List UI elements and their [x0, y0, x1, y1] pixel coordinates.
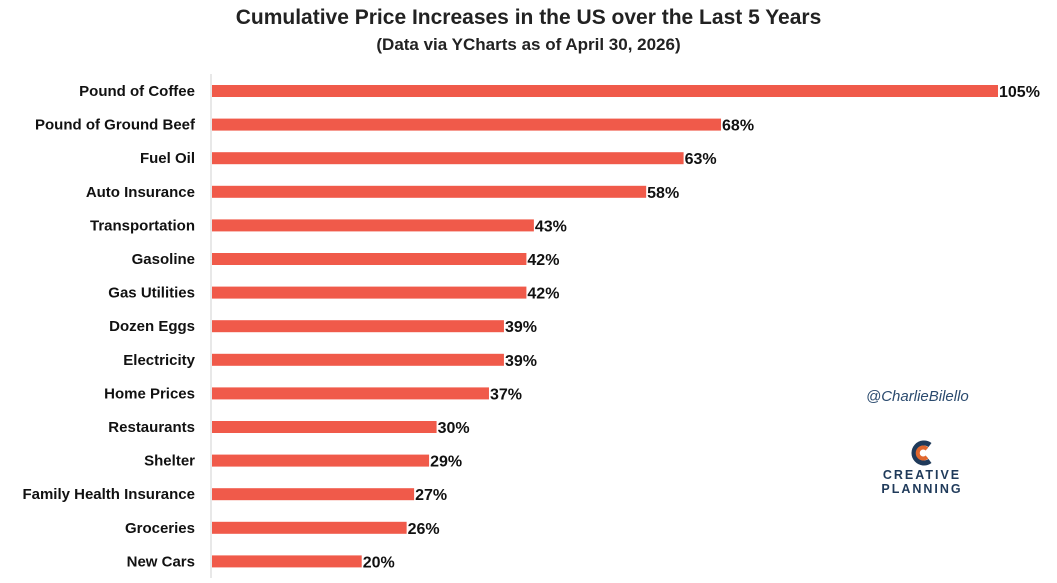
category-label: Gasoline — [132, 251, 195, 268]
value-label: 68% — [722, 118, 754, 135]
bar — [212, 488, 415, 501]
bar — [212, 219, 534, 232]
value-label: 39% — [505, 319, 537, 336]
category-label: Transportation — [90, 217, 195, 234]
bar — [212, 387, 489, 400]
value-label: 105% — [999, 84, 1040, 101]
category-label: New Cars — [127, 553, 195, 570]
value-label: 58% — [647, 185, 679, 202]
value-label: 42% — [527, 252, 559, 269]
bar — [212, 421, 437, 433]
chart-title: Cumulative Price Increases in the US ove… — [235, 6, 822, 29]
value-label: 26% — [408, 521, 440, 538]
bar — [212, 521, 407, 534]
bar — [212, 555, 362, 568]
category-label: Family Health Insurance — [22, 486, 195, 503]
category-label: Home Prices — [104, 385, 195, 402]
bar — [212, 118, 722, 131]
value-label: 39% — [505, 353, 537, 370]
bar — [212, 353, 504, 366]
category-label: Fuel Oil — [140, 150, 195, 167]
category-label: Gas Utilities — [108, 285, 195, 302]
category-label: Groceries — [125, 520, 195, 537]
value-label: 29% — [430, 454, 462, 471]
logo-text-line2: PLANNING — [881, 482, 963, 496]
author-handle: @CharlieBilello — [866, 388, 969, 405]
category-label: Dozen Eggs — [109, 318, 195, 335]
category-label: Shelter — [144, 453, 195, 470]
creative-planning-logo: CREATIVE PLANNING — [872, 438, 972, 496]
category-label: Pound of Ground Beef — [35, 117, 196, 134]
bar — [212, 286, 527, 299]
category-label: Pound of Coffee — [79, 83, 195, 100]
value-label: 20% — [363, 554, 395, 571]
bar — [212, 454, 430, 467]
bar — [212, 85, 998, 97]
category-label: Electricity — [123, 352, 195, 369]
category-label: Auto Insurance — [86, 184, 195, 201]
value-label: 37% — [490, 386, 522, 403]
bar — [212, 185, 647, 198]
bar — [212, 152, 684, 165]
bar — [212, 253, 527, 265]
value-label: 63% — [685, 151, 717, 168]
value-label: 30% — [438, 420, 470, 437]
creative-planning-logo-icon — [911, 440, 932, 466]
chart-subtitle: (Data via YCharts as of April 30, 2026) — [376, 35, 681, 54]
value-label: 43% — [535, 218, 567, 235]
bar — [212, 320, 504, 333]
value-label: 42% — [527, 286, 559, 303]
category-label: Restaurants — [108, 419, 195, 436]
value-label: 27% — [415, 487, 447, 504]
logo-text-line1: CREATIVE — [882, 468, 962, 482]
